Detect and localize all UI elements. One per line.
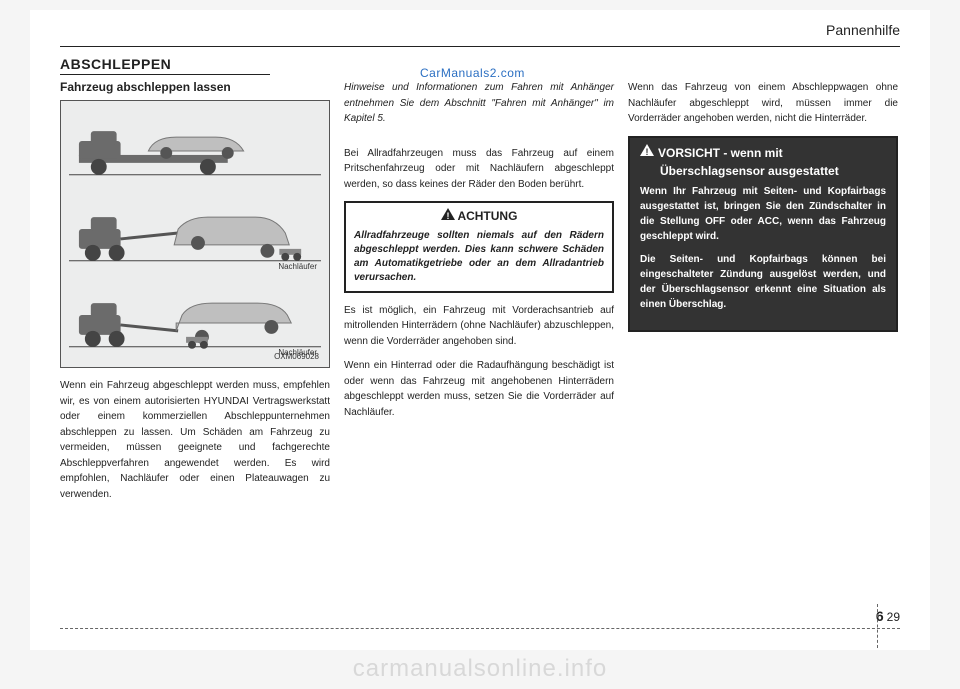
column-1: Nachläufer <box>60 100 330 511</box>
page: Pannenhilfe ABSCHLEPPEN Fahrzeug abschle… <box>30 10 930 650</box>
warning-triangle-icon: ! <box>441 208 455 220</box>
illus-panel-rear-dolly <box>69 195 321 271</box>
svg-text:!: ! <box>446 211 449 220</box>
vorsicht-box: ! VORSICHT - wenn mit Überschlagsensor a… <box>628 136 898 333</box>
header-rule <box>60 46 900 47</box>
caution-triangle-icon: ! <box>640 144 654 156</box>
illus-code: OXM069028 <box>274 351 319 363</box>
page-number: 629 <box>876 608 900 624</box>
vorsicht-header: ! VORSICHT - wenn mit <box>640 144 886 163</box>
vorsicht-sub: Überschlagsensor ausgestattet <box>660 164 886 178</box>
footer-rule <box>60 628 900 629</box>
col1-paragraph: Wenn ein Fahrzeug abgeschleppt werden mu… <box>60 378 330 502</box>
achtung-header: ! ACHTUNG <box>354 207 604 226</box>
vorsicht-body: Wenn Ihr Fahrzeug mit Seiten- und Kopfai… <box>640 184 886 312</box>
svg-text:!: ! <box>646 147 649 156</box>
towing-illustration: Nachläufer <box>60 100 330 368</box>
vorsicht-b1: Wenn Ihr Fahrzeug mit Seiten- und Kopfai… <box>640 184 886 244</box>
section-title: ABSCHLEPPEN <box>60 56 171 72</box>
column-3: Wenn das Fahrzeug von einem Abschleppwag… <box>628 80 898 332</box>
col3-p1: Wenn das Fahrzeug von einem Abschleppwag… <box>628 80 898 127</box>
subheading: Fahrzeug abschleppen lassen <box>60 80 231 94</box>
column-2: Hinweise und Informationen zum Fahren mi… <box>344 80 614 429</box>
vorsicht-b2: Die Seiten- und Kopfairbags können bei e… <box>640 252 886 312</box>
illus-caption-1: Nachläufer <box>278 261 317 273</box>
site-watermark: carmanualsonline.info <box>0 655 960 683</box>
achtung-label: ACHTUNG <box>457 209 517 223</box>
top-watermark: CarManuals2.com <box>420 66 525 80</box>
front-dolly-icon <box>69 281 321 357</box>
achtung-box: ! ACHTUNG Allradfahrzeuge sollten niemal… <box>344 201 614 293</box>
illus-panel-flatbed <box>69 109 321 185</box>
running-header: Pannenhilfe <box>826 22 900 38</box>
flatbed-icon <box>69 109 321 185</box>
vorsicht-label: VORSICHT - wenn mit <box>658 144 783 163</box>
footer-vrule <box>877 604 878 648</box>
col2-p1: Hinweise und Informationen zum Fahren mi… <box>344 80 614 127</box>
col2-p2: Bei Allradfahrzeugen muss das Fahrzeug a… <box>344 146 614 193</box>
col2-p3: Es ist möglich, ein Fahrzeug mit Vordera… <box>344 303 614 350</box>
section-title-rule <box>60 74 270 75</box>
achtung-body: Allradfahrzeuge sollten niemals auf den … <box>354 229 604 285</box>
col2-p4: Wenn ein Hinterrad oder die Radaufhängun… <box>344 358 614 420</box>
page-num: 29 <box>887 610 900 624</box>
rear-dolly-icon <box>69 195 321 271</box>
illus-panel-front-dolly <box>69 281 321 357</box>
